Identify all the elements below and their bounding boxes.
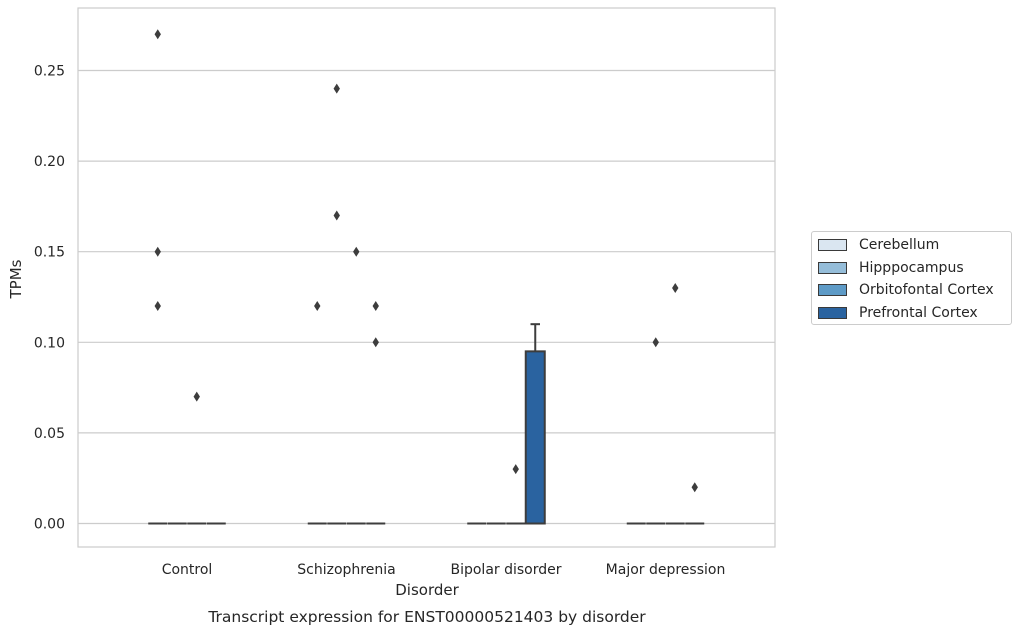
plot-frame	[77, 7, 776, 548]
box-bipolar-disorder-orbitofontal-cortex	[506, 464, 526, 525]
outlier-point	[652, 337, 659, 348]
legend-item-cerebellum: Cerebellum	[818, 236, 939, 254]
gridlines	[78, 69, 775, 525]
y-tick-label: 0.05	[34, 426, 65, 442]
x-tick-label: Control	[162, 562, 213, 578]
x-tick-labels: Control Schizophrenia Bipolar disorder Majo…	[162, 562, 726, 578]
legend-swatch-orbitofrontal-cortex	[818, 284, 847, 296]
outlier-point	[154, 246, 161, 257]
x-tick-label: Major depression	[606, 562, 726, 578]
x-axis-label: Disorder	[395, 581, 459, 599]
box-body	[524, 350, 546, 525]
outlier-point	[314, 301, 321, 312]
legend-label: Cerebellum	[859, 237, 940, 253]
y-tick-labels: 0.00 0.05 0.10 0.15 0.20 0.25	[34, 64, 65, 533]
legend-label: Orbitofontal Cortex	[859, 282, 994, 298]
legend-label: Hipppocampus	[859, 260, 964, 276]
y-tick-label: 0.15	[34, 245, 65, 261]
chart-caption: Transcript expression for ENST0000052140…	[207, 608, 646, 626]
box-schizophrenia-hipppocampus	[327, 83, 347, 525]
legend-swatch-cerebellum	[818, 239, 847, 251]
box-schizophrenia-orbitofontal-cortex	[346, 246, 366, 525]
outlier-point	[154, 301, 161, 312]
outlier-point	[372, 337, 379, 348]
outlier-point	[154, 29, 161, 40]
outlier-point	[353, 246, 360, 257]
outlier-point	[691, 482, 698, 493]
legend-label: Prefrontal Cortex	[859, 305, 978, 321]
box-major-depression-orbitofontal-cortex	[665, 282, 685, 525]
legend-swatch-prefrontal-cortex	[818, 307, 847, 319]
y-tick-label: 0.00	[34, 517, 65, 533]
y-tick-label: 0.20	[34, 154, 65, 170]
x-tick-label: Bipolar disorder	[450, 562, 561, 578]
outlier-point	[333, 210, 340, 221]
box-major-depression-hipppocampus	[646, 337, 666, 525]
outlier-point	[193, 391, 200, 402]
legend-swatch-hippocampus	[818, 262, 847, 274]
outlier-point	[372, 301, 379, 312]
outlier-point	[672, 282, 679, 293]
outlier-point	[512, 464, 519, 475]
y-tick-label: 0.25	[34, 64, 65, 80]
box-control-orbitofontal-cortex	[187, 391, 207, 525]
box-bipolar-disorder-prefrontal-cortex	[524, 323, 546, 525]
x-tick-label: Schizophrenia	[297, 562, 395, 578]
y-tick-label: 0.10	[34, 335, 65, 351]
legend: Cerebellum Hipppocampus Orbitofontal Cor…	[811, 231, 1012, 325]
legend-item-orbitofrontal-cortex: Orbitofontal Cortex	[818, 281, 994, 299]
box-schizophrenia-prefrontal-cortex	[366, 301, 386, 525]
legend-item-hippocampus: Hipppocampus	[818, 259, 964, 277]
legend-item-prefrontal-cortex: Prefrontal Cortex	[818, 304, 978, 322]
boxes	[148, 29, 705, 525]
box-major-depression-prefrontal-cortex	[685, 482, 705, 525]
box-control-cerebellum	[148, 29, 168, 525]
y-axis-label: TPMs	[7, 259, 25, 299]
outlier-point	[333, 83, 340, 94]
box-schizophrenia-cerebellum	[307, 301, 327, 525]
